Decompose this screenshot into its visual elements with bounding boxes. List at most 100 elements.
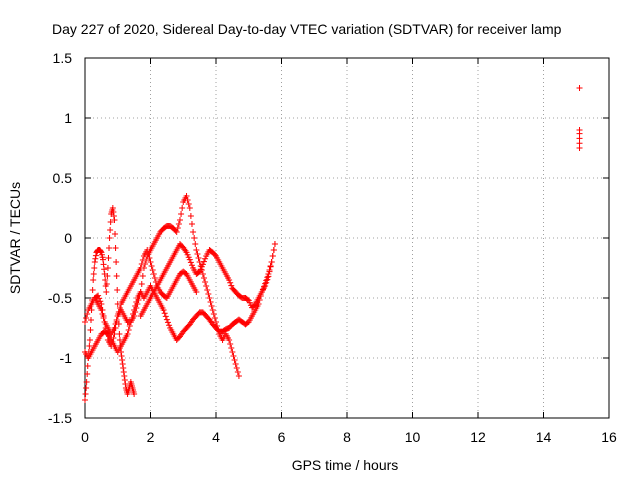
data-point: [97, 248, 104, 255]
data-point: [113, 317, 120, 323]
series-track-c: [82, 241, 278, 361]
data-point: [95, 292, 102, 299]
data-point: [266, 268, 273, 275]
data-point: [98, 307, 105, 313]
data-point: [118, 353, 125, 359]
chart-title: Day 227 of 2020, Sidereal Day-to-day VTE…: [52, 21, 562, 37]
data-point: [202, 279, 209, 285]
data-point: [203, 283, 210, 289]
data-point: [151, 275, 158, 281]
x-tick-label: 6: [278, 429, 286, 445]
data-point: [211, 315, 218, 321]
data-point: [84, 363, 91, 369]
data-point: [160, 307, 167, 313]
data-point: [184, 197, 191, 203]
data-point: [204, 287, 211, 293]
y-tick-label: 1.5: [53, 50, 73, 66]
data-point: [195, 269, 202, 276]
data-point: [251, 302, 258, 309]
data-point: [125, 327, 132, 333]
data-point: [119, 361, 126, 367]
data-point: [227, 341, 234, 347]
data-point: [150, 271, 157, 277]
data-point: [107, 219, 114, 225]
data-point: [100, 315, 107, 321]
data-point: [161, 310, 168, 317]
x-tick-label: 4: [212, 429, 220, 445]
data-point: [271, 241, 278, 247]
series-track-e: [91, 247, 200, 337]
series-late-cluster: [576, 85, 583, 151]
data-point: [132, 303, 139, 309]
data-point: [190, 229, 197, 235]
data-point: [173, 229, 180, 235]
y-tick-label: -1: [60, 350, 73, 366]
data-point: [121, 377, 128, 383]
data-point: [235, 373, 242, 379]
data-point: [103, 289, 110, 295]
data-point: [163, 316, 170, 323]
data-point: [178, 211, 185, 217]
data-point: [228, 345, 235, 351]
data-point: [103, 281, 110, 287]
data-point: [113, 273, 120, 279]
axis-ticks: 0 2 4 6 8 10 12 14 16 -1.5 -1 -0.5 0 0.5 1 1.5: [48, 50, 617, 445]
data-point: [83, 379, 90, 385]
data-point: [107, 227, 114, 233]
data-point: [88, 317, 95, 323]
data-point: [202, 255, 209, 262]
data-point: [152, 279, 159, 285]
x-tick-label: 16: [601, 429, 617, 445]
data-point: [120, 365, 127, 371]
data-point: [109, 205, 116, 211]
data-point: [110, 209, 117, 215]
data-point: [147, 259, 154, 265]
data-point: [187, 213, 194, 219]
data-point: [106, 235, 113, 241]
data-point: [111, 325, 118, 331]
data-point: [121, 373, 128, 379]
data-point: [100, 261, 107, 268]
data-point: [228, 282, 235, 289]
data-point: [102, 277, 109, 283]
data-point: [145, 251, 152, 257]
data-point: [193, 289, 200, 295]
data-point: [199, 261, 206, 268]
y-tick-label: 0.5: [53, 170, 73, 186]
y-tick-label: -0.5: [48, 290, 72, 306]
data-point: [114, 287, 121, 293]
data-point: [119, 357, 126, 363]
data-point: [126, 323, 133, 329]
data-point: [200, 275, 207, 281]
data-point: [192, 241, 199, 247]
y-tick-label: 0: [64, 230, 72, 246]
data-point: [188, 262, 195, 269]
data-point: [87, 327, 94, 333]
data-point: [213, 319, 219, 325]
data-point: [233, 365, 240, 371]
x-tick-label: 2: [147, 429, 155, 445]
data-point: [199, 271, 206, 277]
data-point: [90, 271, 97, 277]
data-point: [111, 217, 118, 223]
data-point: [112, 231, 119, 237]
data-point: [139, 257, 146, 263]
data-point: [110, 213, 117, 219]
x-axis-label: GPS time / hours: [292, 457, 399, 473]
data-point: [116, 305, 123, 311]
data-point: [164, 319, 171, 326]
data-point: [137, 265, 144, 271]
y-tick-label: -1.5: [48, 410, 72, 426]
data-point: [268, 259, 275, 265]
data-point: [162, 313, 169, 320]
data-point: [194, 251, 201, 257]
data-point: [269, 253, 276, 259]
data-point: [82, 397, 88, 403]
data-point: [91, 265, 98, 271]
data-point: [82, 319, 88, 325]
data-point: [188, 221, 195, 227]
data-point: [232, 361, 239, 367]
x-tick-label: 12: [470, 429, 486, 445]
data-point: [193, 247, 200, 253]
